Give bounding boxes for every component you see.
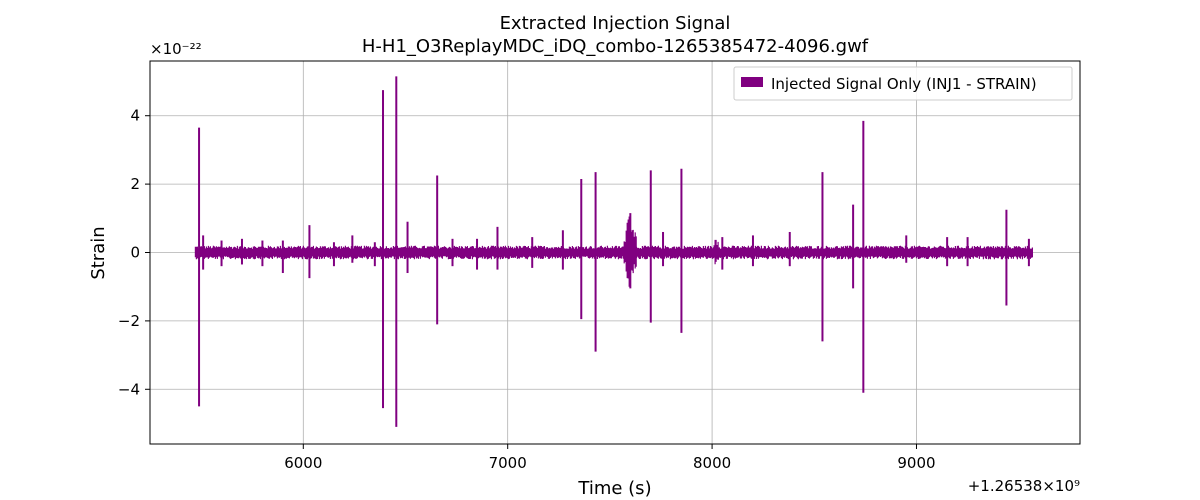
signal-core-band bbox=[195, 250, 1033, 255]
y-tick-label: −2 bbox=[118, 312, 140, 330]
legend: Injected Signal Only (INJ1 - STRAIN) bbox=[733, 66, 1073, 101]
x-tick-label: 6000 bbox=[284, 454, 322, 472]
x-axis-offset-label: +1.26538×10⁹ bbox=[968, 477, 1080, 495]
chart-subtitle: H-H1_O3ReplayMDC_iDQ_combo-1265385472-40… bbox=[362, 36, 869, 57]
series-injected-signal bbox=[194, 76, 1033, 427]
x-tick-label: 8000 bbox=[693, 454, 731, 472]
x-axis-label: Time (s) bbox=[577, 478, 651, 499]
chart-title: Extracted Injection Signal bbox=[500, 13, 731, 34]
y-axis-scale-label: ×10⁻²² bbox=[150, 40, 202, 58]
y-tick-label: 2 bbox=[130, 175, 140, 193]
legend-label: Injected Signal Only (INJ1 - STRAIN) bbox=[771, 75, 1037, 93]
y-tick-label: −4 bbox=[118, 380, 140, 398]
y-axis-label: Strain bbox=[88, 226, 109, 279]
legend-swatch bbox=[741, 77, 763, 87]
y-axis-ticks: −4 −2 0 2 4 bbox=[118, 107, 150, 398]
y-tick-label: 4 bbox=[130, 107, 140, 125]
legend-box bbox=[733, 66, 1073, 101]
x-tick-label: 7000 bbox=[489, 454, 527, 472]
x-tick-label: 9000 bbox=[897, 454, 935, 472]
y-tick-label: 0 bbox=[130, 244, 140, 262]
plot-area bbox=[194, 76, 1033, 427]
x-axis-ticks: 6000 7000 8000 9000 bbox=[284, 444, 936, 472]
